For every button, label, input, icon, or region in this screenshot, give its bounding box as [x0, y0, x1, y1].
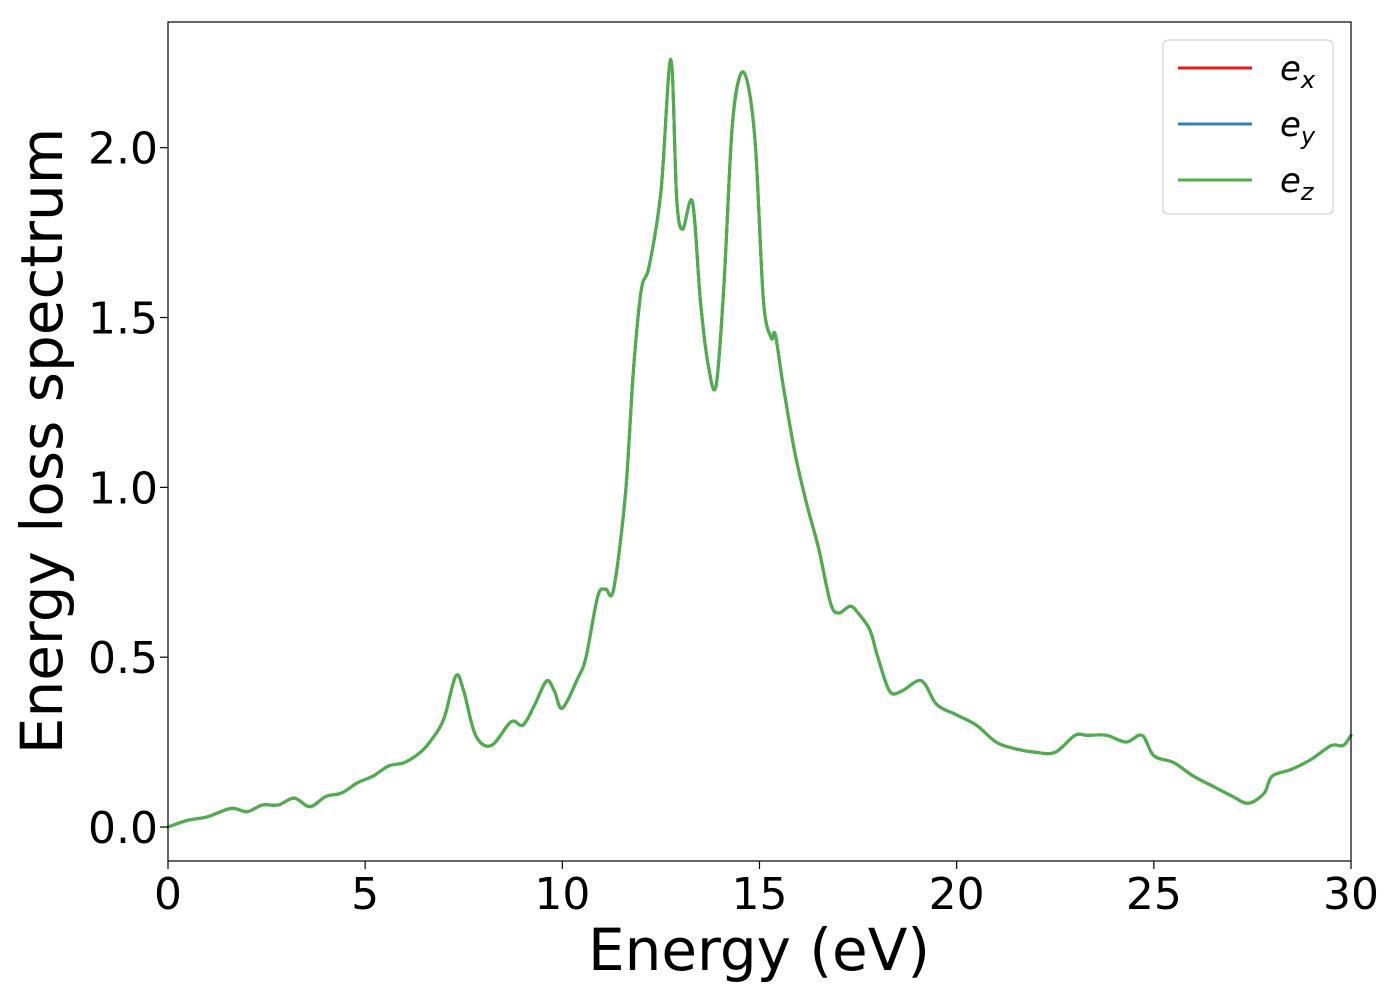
series-lines: [166, 57, 1353, 829]
x-tick-label: 30: [1323, 869, 1379, 920]
x-tick-label: 0: [154, 869, 182, 920]
legend-box: [1162, 39, 1334, 215]
y-tick-label: 0.5: [88, 633, 158, 684]
x-tick-label: 5: [351, 869, 379, 920]
x-axis-title: Energy (eV): [588, 916, 930, 984]
x-tick-label: 20: [929, 869, 985, 920]
x-axis-ticks: 0 5 10 15 20 25 30: [154, 861, 1379, 920]
y-tick-label: 1.0: [88, 463, 158, 514]
y-tick-label: 0.0: [88, 803, 158, 854]
series-line-ez: [166, 57, 1353, 829]
x-tick-label: 25: [1126, 869, 1182, 920]
y-tick-label: 2.0: [88, 124, 158, 175]
y-tick-label: 1.5: [88, 294, 158, 345]
y-axis-ticks: 0.0 0.5 1.0 1.5 2.0: [88, 124, 168, 854]
x-tick-label: 15: [732, 869, 788, 920]
x-tick-label: 10: [534, 869, 590, 920]
y-axis-title: Energy loss spectrum: [8, 128, 76, 754]
plot-area: [168, 22, 1351, 861]
